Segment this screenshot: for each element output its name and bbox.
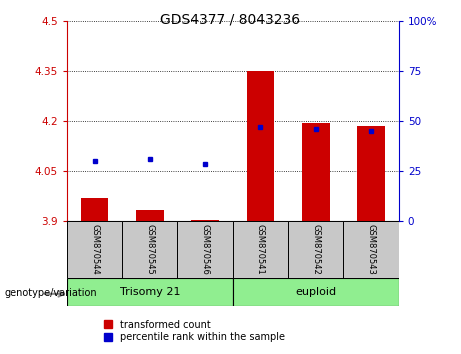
Bar <box>67 278 233 306</box>
Text: GSM870544: GSM870544 <box>90 224 99 275</box>
Bar <box>247 70 274 221</box>
Text: GSM870541: GSM870541 <box>256 224 265 275</box>
Bar <box>122 221 177 278</box>
Text: GSM870545: GSM870545 <box>145 224 154 275</box>
Bar <box>191 219 219 221</box>
Bar <box>302 123 330 221</box>
Text: Trisomy 21: Trisomy 21 <box>119 287 180 297</box>
Bar <box>288 221 343 278</box>
Text: GSM870542: GSM870542 <box>311 224 320 275</box>
Bar <box>343 221 399 278</box>
Text: GSM870543: GSM870543 <box>366 224 376 275</box>
Bar <box>67 221 122 278</box>
Bar <box>177 221 233 278</box>
Bar <box>357 126 385 221</box>
Bar <box>233 221 288 278</box>
Bar <box>136 210 164 221</box>
Text: GDS4377 / 8043236: GDS4377 / 8043236 <box>160 12 301 27</box>
Text: GSM870546: GSM870546 <box>201 224 210 275</box>
Bar <box>81 198 108 221</box>
Legend: transformed count, percentile rank within the sample: transformed count, percentile rank withi… <box>104 320 284 342</box>
Text: euploid: euploid <box>295 287 337 297</box>
Text: genotype/variation: genotype/variation <box>5 288 97 298</box>
Bar <box>233 278 399 306</box>
